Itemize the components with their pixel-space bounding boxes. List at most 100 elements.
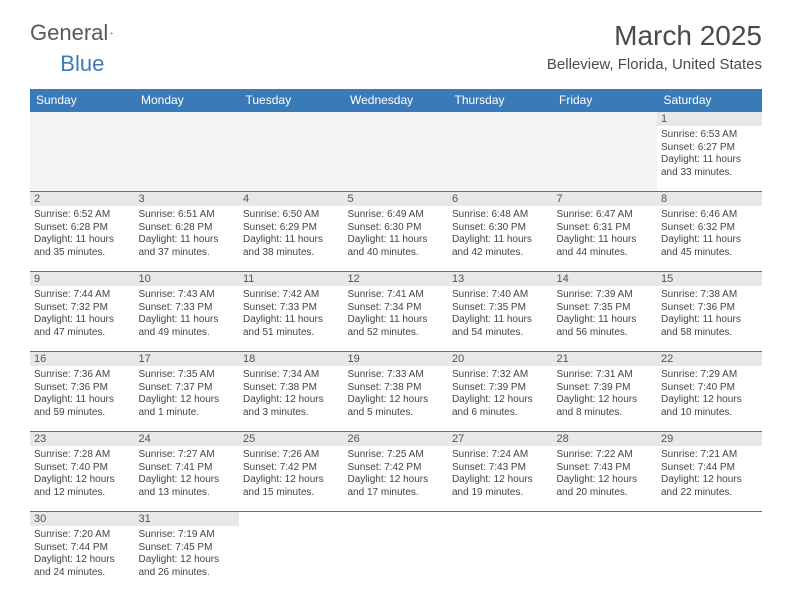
calendar-cell (553, 112, 658, 192)
sunset-text: Sunset: 7:38 PM (243, 382, 340, 395)
sunrise-text: Sunrise: 7:28 AM (34, 449, 131, 462)
daylight-text: Daylight: 11 hours and 38 minutes. (243, 234, 340, 259)
calendar-cell (239, 112, 344, 192)
sunset-text: Sunset: 7:42 PM (243, 462, 340, 475)
sunset-text: Sunset: 7:43 PM (557, 462, 654, 475)
daylight-text: Daylight: 12 hours and 8 minutes. (557, 394, 654, 419)
day-details: Sunrise: 7:32 AMSunset: 7:39 PMDaylight:… (448, 367, 553, 423)
calendar-cell: 22Sunrise: 7:29 AMSunset: 7:40 PMDayligh… (657, 352, 762, 432)
calendar-cell: 6Sunrise: 6:48 AMSunset: 6:30 PMDaylight… (448, 192, 553, 272)
sunset-text: Sunset: 7:43 PM (452, 462, 549, 475)
day-number: 4 (239, 192, 344, 206)
weekday-header: Wednesday (344, 89, 449, 112)
day-details: Sunrise: 7:33 AMSunset: 7:38 PMDaylight:… (344, 367, 449, 423)
sunrise-text: Sunrise: 7:42 AM (243, 289, 340, 302)
weekday-header: Sunday (30, 89, 135, 112)
sunset-text: Sunset: 7:37 PM (139, 382, 236, 395)
daylight-text: Daylight: 11 hours and 44 minutes. (557, 234, 654, 259)
day-details: Sunrise: 7:28 AMSunset: 7:40 PMDaylight:… (30, 447, 135, 503)
sunset-text: Sunset: 7:39 PM (557, 382, 654, 395)
calendar-cell: 17Sunrise: 7:35 AMSunset: 7:37 PMDayligh… (135, 352, 240, 432)
daylight-text: Daylight: 11 hours and 54 minutes. (452, 314, 549, 339)
calendar-cell: 4Sunrise: 6:50 AMSunset: 6:29 PMDaylight… (239, 192, 344, 272)
calendar-cell (30, 112, 135, 192)
day-number: 15 (657, 272, 762, 286)
calendar-cell: 21Sunrise: 7:31 AMSunset: 7:39 PMDayligh… (553, 352, 658, 432)
calendar-cell: 3Sunrise: 6:51 AMSunset: 6:28 PMDaylight… (135, 192, 240, 272)
title-block: March 2025 Belleview, Florida, United St… (547, 20, 762, 73)
day-number: 17 (135, 352, 240, 366)
day-number: 24 (135, 432, 240, 446)
day-details: Sunrise: 7:44 AMSunset: 7:32 PMDaylight:… (30, 287, 135, 343)
daylight-text: Daylight: 12 hours and 6 minutes. (452, 394, 549, 419)
sunrise-text: Sunrise: 6:48 AM (452, 209, 549, 222)
day-details: Sunrise: 6:47 AMSunset: 6:31 PMDaylight:… (553, 207, 658, 263)
sunset-text: Sunset: 7:35 PM (557, 302, 654, 315)
day-details: Sunrise: 7:36 AMSunset: 7:36 PMDaylight:… (30, 367, 135, 423)
calendar-cell: 12Sunrise: 7:41 AMSunset: 7:34 PMDayligh… (344, 272, 449, 352)
logo: General (30, 20, 130, 46)
calendar-cell: 23Sunrise: 7:28 AMSunset: 7:40 PMDayligh… (30, 432, 135, 512)
calendar-cell: 2Sunrise: 6:52 AMSunset: 6:28 PMDaylight… (30, 192, 135, 272)
day-details: Sunrise: 6:46 AMSunset: 6:32 PMDaylight:… (657, 207, 762, 263)
sunset-text: Sunset: 7:45 PM (139, 542, 236, 555)
day-details: Sunrise: 7:27 AMSunset: 7:41 PMDaylight:… (135, 447, 240, 503)
sunrise-text: Sunrise: 6:52 AM (34, 209, 131, 222)
calendar-week-row: 23Sunrise: 7:28 AMSunset: 7:40 PMDayligh… (30, 432, 762, 512)
sunrise-text: Sunrise: 6:50 AM (243, 209, 340, 222)
daylight-text: Daylight: 12 hours and 3 minutes. (243, 394, 340, 419)
daylight-text: Daylight: 11 hours and 35 minutes. (34, 234, 131, 259)
daylight-text: Daylight: 12 hours and 5 minutes. (348, 394, 445, 419)
calendar-cell: 7Sunrise: 6:47 AMSunset: 6:31 PMDaylight… (553, 192, 658, 272)
calendar-cell: 10Sunrise: 7:43 AMSunset: 7:33 PMDayligh… (135, 272, 240, 352)
day-number: 31 (135, 512, 240, 526)
sunset-text: Sunset: 7:42 PM (348, 462, 445, 475)
month-title: March 2025 (547, 20, 762, 52)
weekday-header: Thursday (448, 89, 553, 112)
day-details: Sunrise: 7:29 AMSunset: 7:40 PMDaylight:… (657, 367, 762, 423)
sunrise-text: Sunrise: 7:34 AM (243, 369, 340, 382)
day-number: 7 (553, 192, 658, 206)
sunset-text: Sunset: 7:38 PM (348, 382, 445, 395)
calendar-week-row: 9Sunrise: 7:44 AMSunset: 7:32 PMDaylight… (30, 272, 762, 352)
day-number: 25 (239, 432, 344, 446)
day-details: Sunrise: 7:26 AMSunset: 7:42 PMDaylight:… (239, 447, 344, 503)
day-details: Sunrise: 7:40 AMSunset: 7:35 PMDaylight:… (448, 287, 553, 343)
sunset-text: Sunset: 7:34 PM (348, 302, 445, 315)
calendar-cell: 8Sunrise: 6:46 AMSunset: 6:32 PMDaylight… (657, 192, 762, 272)
sunset-text: Sunset: 6:27 PM (661, 142, 758, 155)
sunset-text: Sunset: 6:28 PM (34, 222, 131, 235)
day-details: Sunrise: 7:34 AMSunset: 7:38 PMDaylight:… (239, 367, 344, 423)
day-number: 27 (448, 432, 553, 446)
sunset-text: Sunset: 6:32 PM (661, 222, 758, 235)
calendar-cell: 5Sunrise: 6:49 AMSunset: 6:30 PMDaylight… (344, 192, 449, 272)
sunrise-text: Sunrise: 6:49 AM (348, 209, 445, 222)
calendar-cell: 16Sunrise: 7:36 AMSunset: 7:36 PMDayligh… (30, 352, 135, 432)
calendar-cell (239, 512, 344, 592)
location: Belleview, Florida, United States (547, 56, 762, 73)
sunrise-text: Sunrise: 7:27 AM (139, 449, 236, 462)
day-details: Sunrise: 7:43 AMSunset: 7:33 PMDaylight:… (135, 287, 240, 343)
day-number: 28 (553, 432, 658, 446)
day-details: Sunrise: 7:22 AMSunset: 7:43 PMDaylight:… (553, 447, 658, 503)
daylight-text: Daylight: 12 hours and 19 minutes. (452, 474, 549, 499)
calendar-cell (344, 512, 449, 592)
sunrise-text: Sunrise: 7:25 AM (348, 449, 445, 462)
sunrise-text: Sunrise: 7:32 AM (452, 369, 549, 382)
sunset-text: Sunset: 7:32 PM (34, 302, 131, 315)
sunrise-text: Sunrise: 7:43 AM (139, 289, 236, 302)
day-number: 10 (135, 272, 240, 286)
sunrise-text: Sunrise: 7:40 AM (452, 289, 549, 302)
calendar-cell: 29Sunrise: 7:21 AMSunset: 7:44 PMDayligh… (657, 432, 762, 512)
calendar-cell: 31Sunrise: 7:19 AMSunset: 7:45 PMDayligh… (135, 512, 240, 592)
calendar-cell: 19Sunrise: 7:33 AMSunset: 7:38 PMDayligh… (344, 352, 449, 432)
day-details: Sunrise: 6:48 AMSunset: 6:30 PMDaylight:… (448, 207, 553, 263)
daylight-text: Daylight: 11 hours and 52 minutes. (348, 314, 445, 339)
sunset-text: Sunset: 6:28 PM (139, 222, 236, 235)
day-details: Sunrise: 7:20 AMSunset: 7:44 PMDaylight:… (30, 527, 135, 583)
day-number: 23 (30, 432, 135, 446)
calendar-cell (448, 512, 553, 592)
day-details: Sunrise: 6:53 AMSunset: 6:27 PMDaylight:… (657, 127, 762, 183)
weekday-header: Monday (135, 89, 240, 112)
sunrise-text: Sunrise: 7:24 AM (452, 449, 549, 462)
